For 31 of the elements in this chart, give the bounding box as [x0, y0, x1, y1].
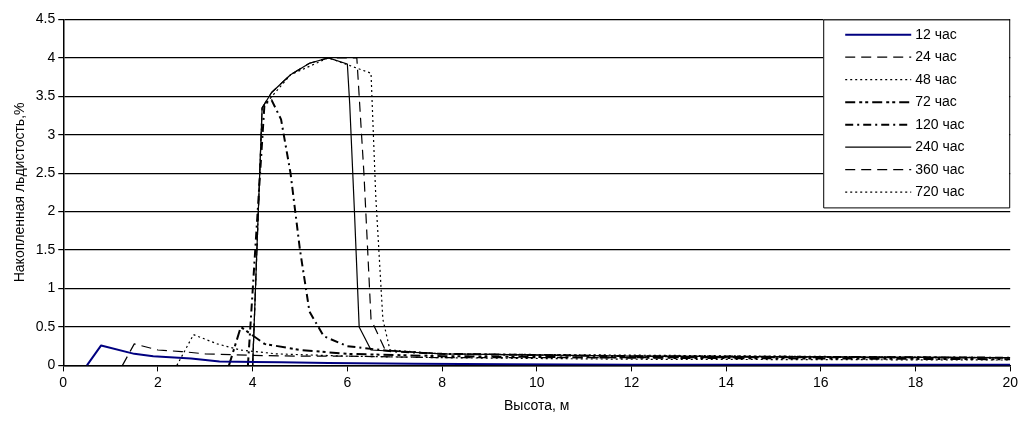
legend-label: 48 час	[915, 70, 957, 87]
x-tick-label: 20	[1002, 373, 1019, 390]
legend-label: 360 час	[915, 160, 965, 177]
x-tick-label: 0	[59, 373, 68, 390]
legend-label: 24 час	[915, 48, 957, 65]
legend-label: 12 час	[915, 25, 957, 42]
x-tick-label: 16	[813, 373, 829, 390]
legend-label: 240 час	[915, 138, 965, 155]
x-tick-label: 6	[343, 373, 352, 390]
legend-label: 120 час	[915, 115, 965, 132]
legend-label: 72 час	[915, 93, 957, 110]
x-tick-label: 14	[718, 373, 735, 390]
y-tick-label: 1	[47, 279, 56, 296]
y-axis-title: Накопленная льдистость,%	[11, 102, 28, 283]
y-tick-label: 3	[47, 125, 56, 142]
x-tick-label: 12	[623, 373, 640, 390]
y-tick-label: 0	[47, 356, 56, 373]
x-tick-label: 18	[907, 373, 924, 390]
y-tick-label: 4	[47, 48, 56, 65]
y-tick-label: 1.5	[35, 240, 56, 257]
y-tick-label: 2	[47, 202, 56, 219]
y-tick-label: 4.5	[35, 10, 56, 27]
x-tick-label: 10	[528, 373, 545, 390]
y-tick-label: 0.5	[35, 317, 56, 334]
y-tick-label: 2.5	[35, 164, 56, 181]
legend-label: 720 час	[915, 183, 965, 200]
x-tick-label: 2	[154, 373, 163, 390]
x-axis-title: Высота, м	[504, 397, 570, 414]
x-tick-label: 8	[438, 373, 447, 390]
y-tick-label: 3.5	[35, 87, 56, 104]
x-tick-label: 4	[248, 373, 257, 390]
